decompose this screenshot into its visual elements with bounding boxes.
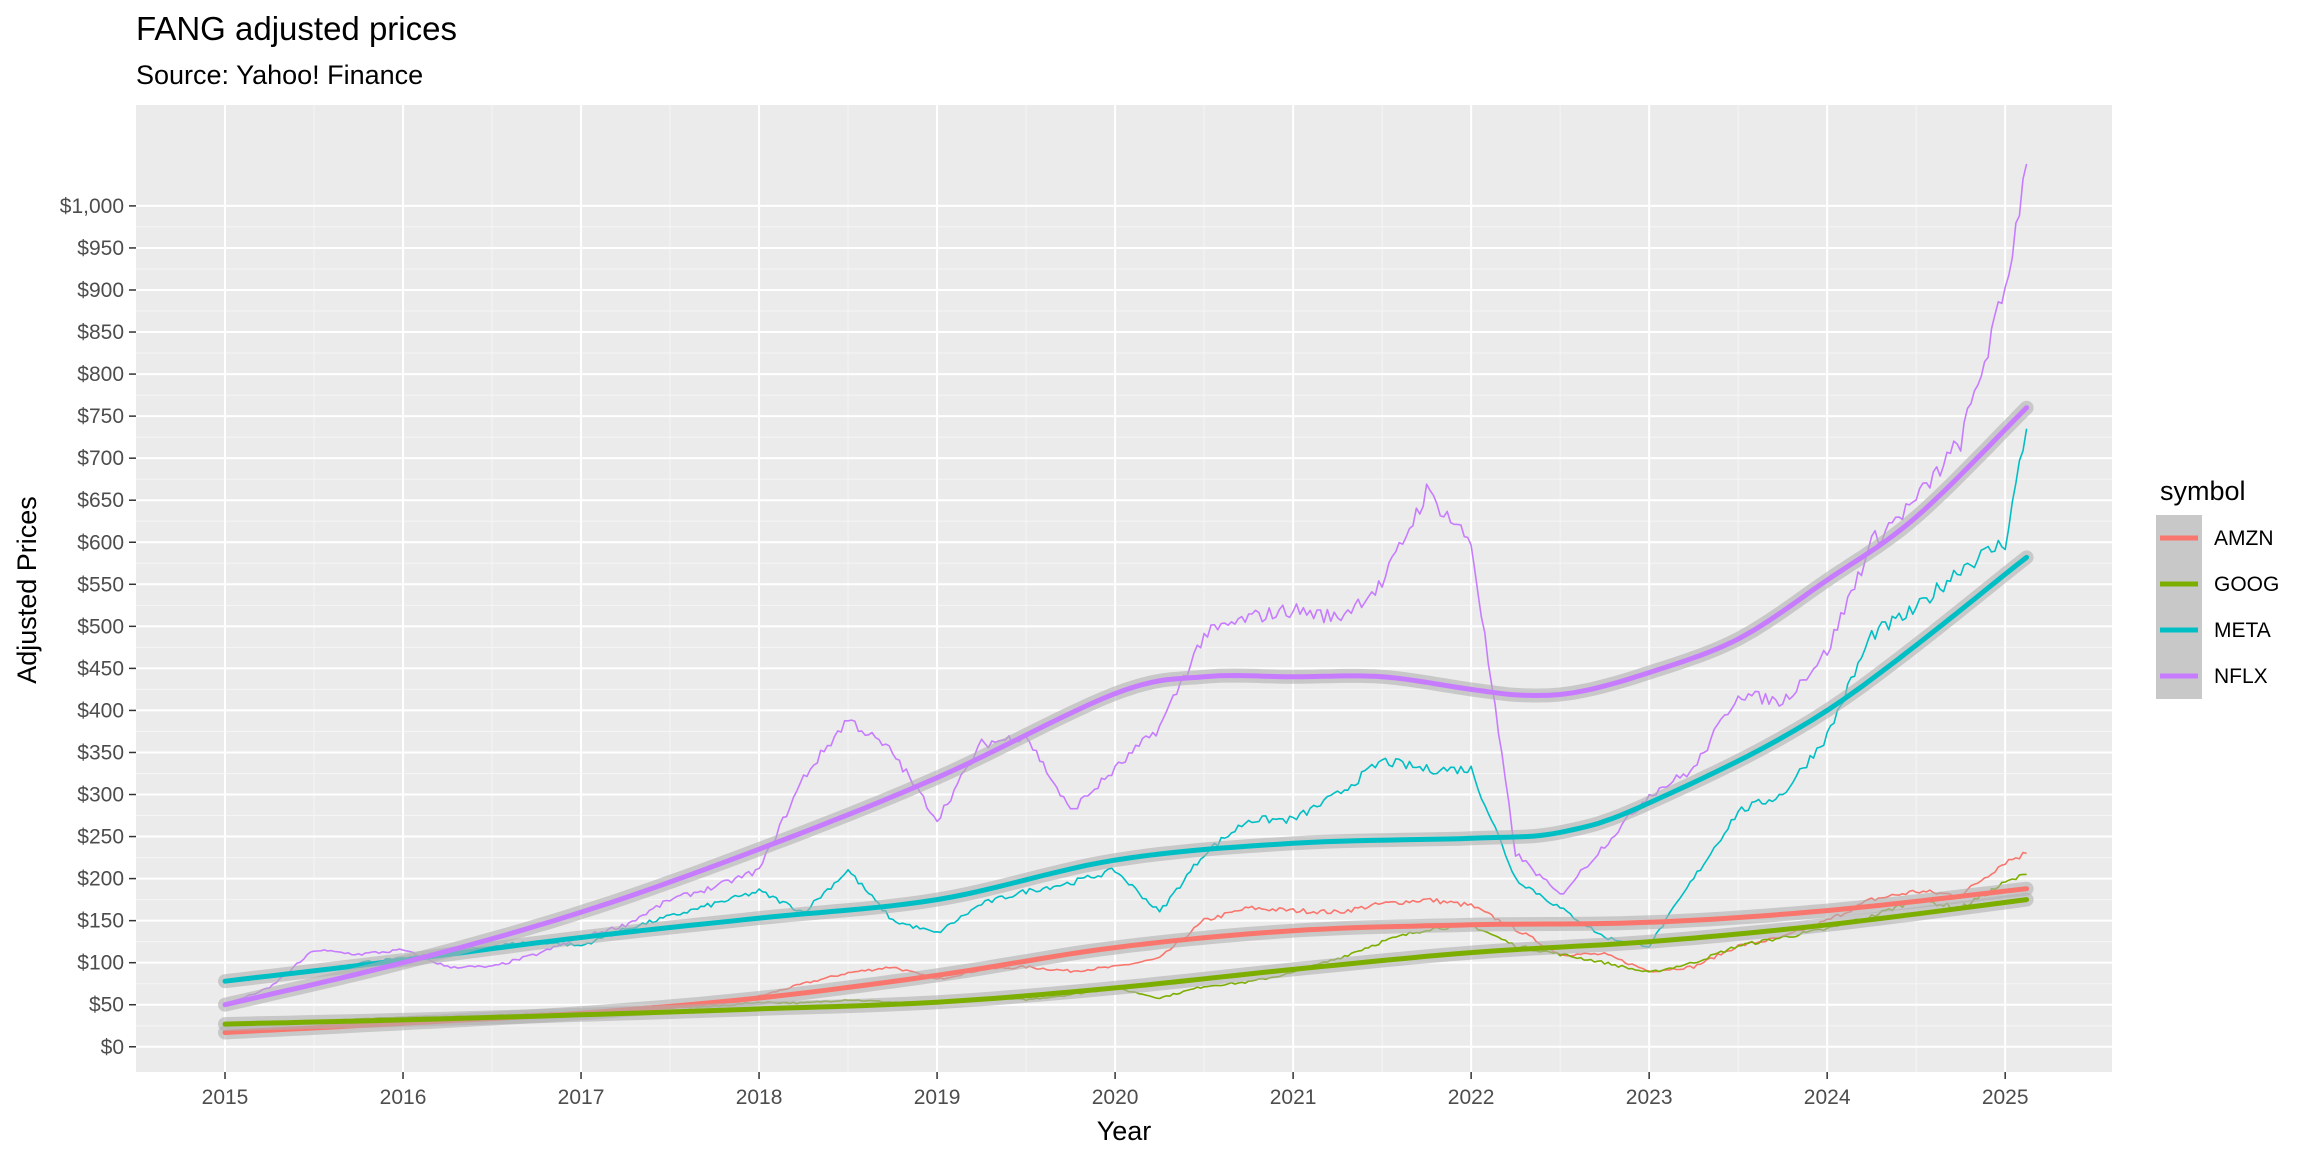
y-axis-title: Adjusted Prices xyxy=(12,496,42,684)
y-tick-label: $900 xyxy=(77,279,124,302)
legend-label-goog: GOOG xyxy=(2214,573,2279,596)
x-tick-label: 2015 xyxy=(202,1086,249,1109)
x-axis: 2015 2016 2017 2018 2019 2020 2021 2022 2023 2024… xyxy=(202,1072,2029,1109)
legend-title: symbol xyxy=(2160,476,2246,506)
x-tick-label: 2024 xyxy=(1804,1086,1851,1109)
trend-line-meta xyxy=(222,554,2030,984)
legend-label-meta: META xyxy=(2214,619,2271,642)
legend-label-nflx: NFLX xyxy=(2214,665,2268,688)
chart-title: FANG adjusted prices xyxy=(136,10,457,47)
y-tick-label: $750 xyxy=(77,405,124,428)
y-tick-label: $0 xyxy=(101,1036,124,1059)
x-tick-label: 2019 xyxy=(914,1086,961,1109)
series-line-nflx xyxy=(224,163,2028,1006)
trend-line-goog xyxy=(222,897,2030,1027)
x-tick-label: 2025 xyxy=(1982,1086,2029,1109)
y-tick-label: $250 xyxy=(77,826,124,849)
y-tick-label: $950 xyxy=(77,237,124,260)
x-tick-label: 2018 xyxy=(736,1086,783,1109)
y-tick-label: $550 xyxy=(77,573,124,596)
y-tick-label: $150 xyxy=(77,910,124,933)
y-tick-label: $800 xyxy=(77,363,124,386)
x-axis-title: Year xyxy=(1097,1116,1152,1146)
x-tick-label: 2022 xyxy=(1448,1086,1495,1109)
y-tick-label: $650 xyxy=(77,489,124,512)
x-tick-label: 2020 xyxy=(1092,1086,1139,1109)
x-tick-label: 2021 xyxy=(1270,1086,1317,1109)
y-tick-label: $350 xyxy=(77,741,124,764)
major-gridlines xyxy=(136,105,2112,1072)
y-tick-label: $600 xyxy=(77,531,124,554)
x-tick-label: 2017 xyxy=(558,1086,605,1109)
y-tick-label: $450 xyxy=(77,657,124,680)
y-tick-label: $500 xyxy=(77,615,124,638)
legend: symbol AMZN GOOG META NFLX xyxy=(2156,476,2279,699)
y-tick-label: $400 xyxy=(77,699,124,722)
y-tick-label: $200 xyxy=(77,868,124,891)
y-tick-label: $850 xyxy=(77,321,124,344)
chart-subtitle: Source: Yahoo! Finance xyxy=(136,60,423,90)
trend-line-nflx xyxy=(222,405,2030,1008)
y-tick-label: $700 xyxy=(77,447,124,470)
y-tick-label: $50 xyxy=(89,994,124,1017)
x-tick-label: 2016 xyxy=(380,1086,427,1109)
y-tick-label: $1,000 xyxy=(60,195,124,218)
y-tick-label: $300 xyxy=(77,784,124,807)
x-tick-label: 2023 xyxy=(1626,1086,1673,1109)
y-tick-label: $100 xyxy=(77,952,124,975)
legend-label-amzn: AMZN xyxy=(2214,527,2274,550)
y-axis: $0 $50 $100 $150 $200 $250 $300 $350 $400 $450 $50… xyxy=(60,195,136,1059)
trend-layer xyxy=(218,400,2034,1040)
